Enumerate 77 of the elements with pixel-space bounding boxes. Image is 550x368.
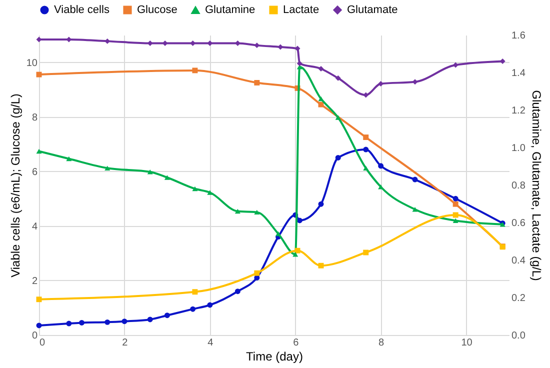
y-tick-label: 0 xyxy=(32,330,38,342)
point xyxy=(36,148,42,154)
point xyxy=(335,115,341,120)
legend-label: Lactate xyxy=(283,4,320,16)
point xyxy=(276,231,282,236)
y2-tick-label: 0.0 xyxy=(512,330,526,342)
y2-tick-label: 0.6 xyxy=(512,218,526,229)
point xyxy=(104,319,110,325)
point xyxy=(147,170,153,174)
point xyxy=(363,166,369,170)
x-tick-label: 6 xyxy=(293,338,300,348)
point xyxy=(122,318,128,324)
point xyxy=(254,210,260,215)
point xyxy=(296,60,302,66)
point xyxy=(192,289,198,295)
legend-label: Glutamate xyxy=(347,4,398,16)
point xyxy=(254,42,260,48)
point xyxy=(363,92,369,98)
y-tick-label: 8 xyxy=(32,112,38,124)
y-tick-label: 4 xyxy=(32,221,38,232)
x-tick-label: 10 xyxy=(461,338,473,348)
point xyxy=(318,96,324,102)
point xyxy=(234,288,240,294)
point xyxy=(104,166,110,170)
point xyxy=(207,190,213,195)
point xyxy=(66,320,72,326)
y2-tick-label: 1.6 xyxy=(512,30,526,42)
x-tick-label: 0 xyxy=(40,338,46,348)
y2-tick-label: 1.2 xyxy=(512,106,526,116)
y2-axis-title: Glutamine, Glutamate, Lactate (g/L) xyxy=(529,90,544,281)
point xyxy=(207,302,213,308)
y-axis-title: Viable cells (e6/mL); Glucose (g/L) xyxy=(8,94,22,278)
point xyxy=(190,306,196,312)
point xyxy=(412,176,418,182)
point xyxy=(452,62,458,68)
point xyxy=(363,134,369,140)
x-tick-label: 4 xyxy=(208,338,214,348)
point xyxy=(452,201,458,207)
x-axis-title: Time (day) xyxy=(246,350,303,364)
y2-tick-label: 0.2 xyxy=(512,293,526,304)
y2-tick-label: 0.8 xyxy=(512,180,526,192)
point xyxy=(452,212,458,218)
point xyxy=(335,75,341,81)
y-tick-label: 2 xyxy=(32,276,38,287)
y-tick-label: 10 xyxy=(26,58,38,69)
point xyxy=(36,322,42,328)
point xyxy=(294,46,300,52)
point xyxy=(318,262,324,268)
point xyxy=(452,218,458,223)
point xyxy=(192,68,198,74)
point xyxy=(292,252,298,257)
point xyxy=(66,156,72,162)
point xyxy=(78,320,84,326)
point xyxy=(318,201,324,207)
point xyxy=(234,208,240,214)
y2-tick-label: 0.4 xyxy=(512,256,526,266)
point xyxy=(192,186,198,192)
x-tick-label: 8 xyxy=(378,338,385,348)
point xyxy=(147,316,153,322)
point xyxy=(363,250,369,256)
legend-label: Viable cells xyxy=(54,4,110,16)
point xyxy=(378,163,384,169)
point xyxy=(335,154,341,160)
point xyxy=(254,270,260,276)
point xyxy=(452,196,458,202)
y2-tick-label: 1.4 xyxy=(512,68,526,79)
y2-tick-label: 1.0 xyxy=(512,143,526,154)
legend-label: Glutamine xyxy=(205,4,256,16)
point xyxy=(36,296,42,302)
x-tick-label: 2 xyxy=(122,338,128,348)
y-tick-label: 6 xyxy=(32,166,38,178)
legend-label: Glucose xyxy=(137,4,178,16)
point xyxy=(36,72,42,78)
point xyxy=(363,146,369,152)
point xyxy=(254,80,260,86)
point xyxy=(164,175,170,180)
point xyxy=(164,312,170,318)
